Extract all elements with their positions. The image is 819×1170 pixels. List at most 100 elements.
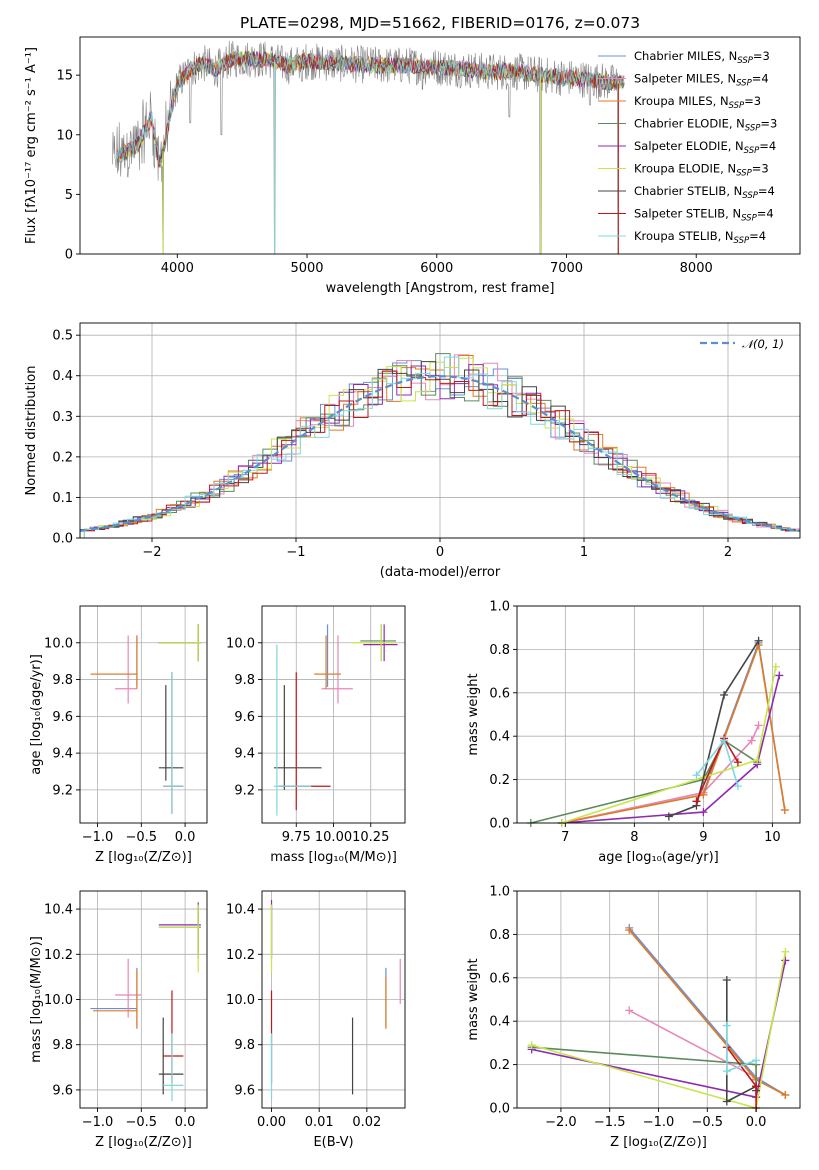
weight-marker	[771, 662, 780, 671]
legend-count: =4	[752, 72, 769, 86]
weight-marker	[775, 671, 784, 680]
age-vs-mass-panel: 9.75 10.00 10.25 9.2 9.4 9.6 9.8 10.0 mass [log₁…	[226, 605, 406, 865]
weight-line	[695, 736, 739, 802]
y-tick-label: 0.0	[489, 1102, 510, 1117]
y-tick-label: 0.6	[489, 971, 510, 986]
x-tick-label: −2.0	[545, 1115, 577, 1130]
x-tick-label: 2	[724, 545, 732, 560]
x-tick-label: −1.0	[643, 1115, 675, 1130]
legend-text: Kroupa ELODIE, N	[634, 162, 736, 176]
mass-vs-metallicity-panel: −1.0 −0.5 0.0 9.6 9.8 10.0 10.2 10.4 Z [log₁₀(Z/…	[29, 890, 208, 1150]
y-tick-label: 10.0	[226, 636, 255, 651]
legend-text: Salpeter STELIB, N	[634, 207, 741, 221]
legend-label: Salpeter MILES, NSSP=4	[634, 72, 769, 89]
x-tick-label: −1	[286, 545, 305, 560]
legend-count: =3	[753, 49, 770, 63]
legend-label: Chabrier STELIB, NSSP=4	[634, 184, 775, 201]
grid	[80, 891, 207, 1108]
legend-label: Kroupa MILES, NSSP=3	[634, 94, 761, 111]
residuals-panel: −2 −1 0 1 2 0.0 0.1 0.2 0.3 0.4 0.5 (data-model)/er…	[24, 322, 801, 580]
weight-line	[725, 980, 757, 1103]
weight-marker	[699, 790, 708, 799]
mass-weight-vs-metallicity-panel: −2.0 −1.5 −1.0 −0.5 0.0 0.0 0.2 0.4 0.6 0.8 1.0 Z […	[466, 885, 801, 1150]
x-tick-label: 0.02	[352, 1115, 381, 1130]
data-point	[314, 635, 341, 689]
y-tick-label: 0.4	[489, 730, 510, 745]
y-tick-label: 1.0	[489, 600, 510, 615]
y-tick-label: 0.2	[489, 773, 510, 788]
weight-marker	[754, 636, 763, 645]
data-point	[273, 685, 322, 790]
x-axis-label: E(B-V)	[313, 1135, 353, 1150]
x-tick-label: 4000	[161, 261, 194, 276]
residual-histogram	[80, 370, 800, 538]
axes-frame	[79, 605, 208, 824]
legend-count: =3	[752, 162, 769, 176]
y-tick-label: 9.8	[234, 1038, 255, 1053]
x-tick-label: 10	[764, 830, 781, 845]
weight-marker	[781, 947, 790, 956]
weight-marker	[754, 721, 763, 730]
x-tick-label: 0.01	[305, 1115, 334, 1130]
y-tick-label: 9.4	[52, 747, 73, 762]
x-tick-label: −0.5	[692, 1115, 724, 1130]
legend-subscript: SSP	[745, 124, 761, 134]
legend-subscript: SSP	[729, 101, 745, 111]
age-vs-metallicity-panel: −1.0 −0.5 0.0 9.2 9.4 9.6 9.8 10.0 Z [log₁₀(Z/Z⊙…	[29, 605, 208, 865]
y-tick-label: 10.4	[226, 903, 255, 918]
x-axis-label: wavelength [Angstrom, rest frame]	[326, 281, 555, 296]
figure-title: PLATE=0298, MJD=51662, FIBERID=0176, z=0…	[240, 14, 640, 32]
legend-text: Salpeter MILES, N	[634, 72, 736, 86]
legend-label: Salpeter ELODIE, NSSP=4	[634, 139, 776, 156]
weight-marker	[722, 975, 731, 984]
legend-count: =3	[744, 94, 761, 108]
weight-marker	[752, 1082, 761, 1091]
y-tick-label: 9.6	[234, 1083, 255, 1098]
weight-marker	[780, 805, 789, 814]
x-tick-label: 10.25	[352, 830, 389, 845]
weight-marker	[720, 736, 729, 745]
y-axis-label: mass weight	[466, 673, 481, 755]
y-tick-label: 9.2	[234, 783, 255, 798]
weight-marker	[625, 926, 634, 935]
y-axis-label: mass weight	[466, 958, 481, 1040]
data-point	[163, 990, 184, 1084]
data-point	[158, 685, 184, 781]
data-point	[115, 635, 137, 704]
weight-marker	[722, 1021, 731, 1030]
model-spectrum	[117, 50, 625, 165]
x-tick-label: 8	[630, 830, 638, 845]
legend-count: =4	[749, 229, 766, 243]
y-tick-label: 0.5	[52, 329, 73, 344]
y-tick-label: 9.4	[234, 747, 255, 762]
x-tick-label: 7000	[550, 261, 583, 276]
grid	[80, 606, 207, 823]
legend-count: =3	[760, 117, 777, 131]
x-tick-label: 1	[580, 545, 588, 560]
y-tick-label: 9.6	[52, 710, 73, 725]
y-tick-label: 9.6	[52, 1083, 73, 1098]
data-point	[163, 1033, 184, 1102]
weight-marker	[781, 956, 790, 965]
weight-marker	[722, 1067, 731, 1076]
data-point	[158, 902, 201, 955]
y-axis-label: age [log₁₀(age/yr)]	[29, 654, 44, 775]
legend-text: Chabrier MILES, N	[634, 49, 737, 63]
legend-subscript: SSP	[742, 191, 758, 201]
x-tick-label: −1.5	[594, 1115, 626, 1130]
weight-marker	[527, 1041, 536, 1050]
data-point	[273, 644, 312, 816]
x-axis-label: Z [log₁₀(Z/Z⊙)]	[95, 850, 192, 865]
y-axis-label: mass [log₁₀(M/M⊙)]	[29, 936, 44, 1063]
legend-subscript: SSP	[734, 236, 750, 246]
weight-line	[561, 725, 760, 824]
x-tick-label: 9	[699, 830, 707, 845]
y-tick-label: 9.8	[52, 673, 73, 688]
weight-marker	[753, 756, 762, 765]
x-axis-label: Z [log₁₀(Z/Z⊙)]	[95, 1135, 192, 1150]
legend-subscript: SSP	[744, 146, 760, 156]
weight-line	[668, 640, 760, 818]
x-tick-label: −0.5	[126, 1115, 158, 1130]
legend-label: 𝒩(0, 1)	[742, 337, 784, 351]
